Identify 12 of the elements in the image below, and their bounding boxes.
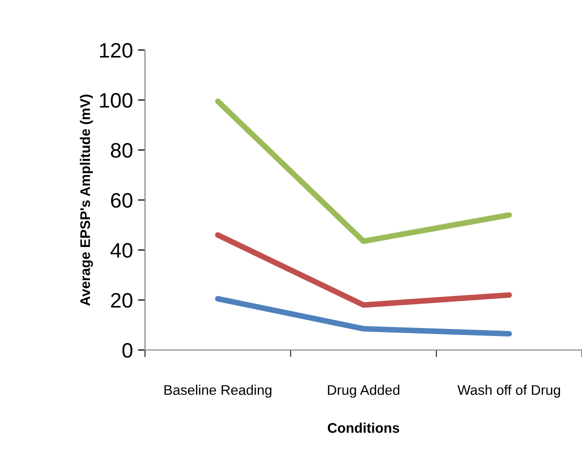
y-tick-label: 80 bbox=[110, 143, 132, 158]
y-tick-label: 0 bbox=[122, 343, 132, 358]
x-tick-label: Wash off of Drug bbox=[458, 384, 560, 398]
x-tick-label: Baseline Reading bbox=[164, 384, 272, 398]
x-tick-label: Drug Added bbox=[328, 384, 400, 398]
y-tick-label: 20 bbox=[111, 293, 132, 308]
y-tick-label: 40 bbox=[110, 243, 132, 258]
x-axis-title: Conditions bbox=[328, 422, 400, 433]
y-axis-title: Average EPSP's Amplitude (mV) bbox=[80, 94, 93, 306]
y-tick-label: 60 bbox=[111, 193, 132, 208]
y-tick-label: 100 bbox=[100, 93, 132, 108]
y-tick-label: 120 bbox=[100, 43, 132, 58]
